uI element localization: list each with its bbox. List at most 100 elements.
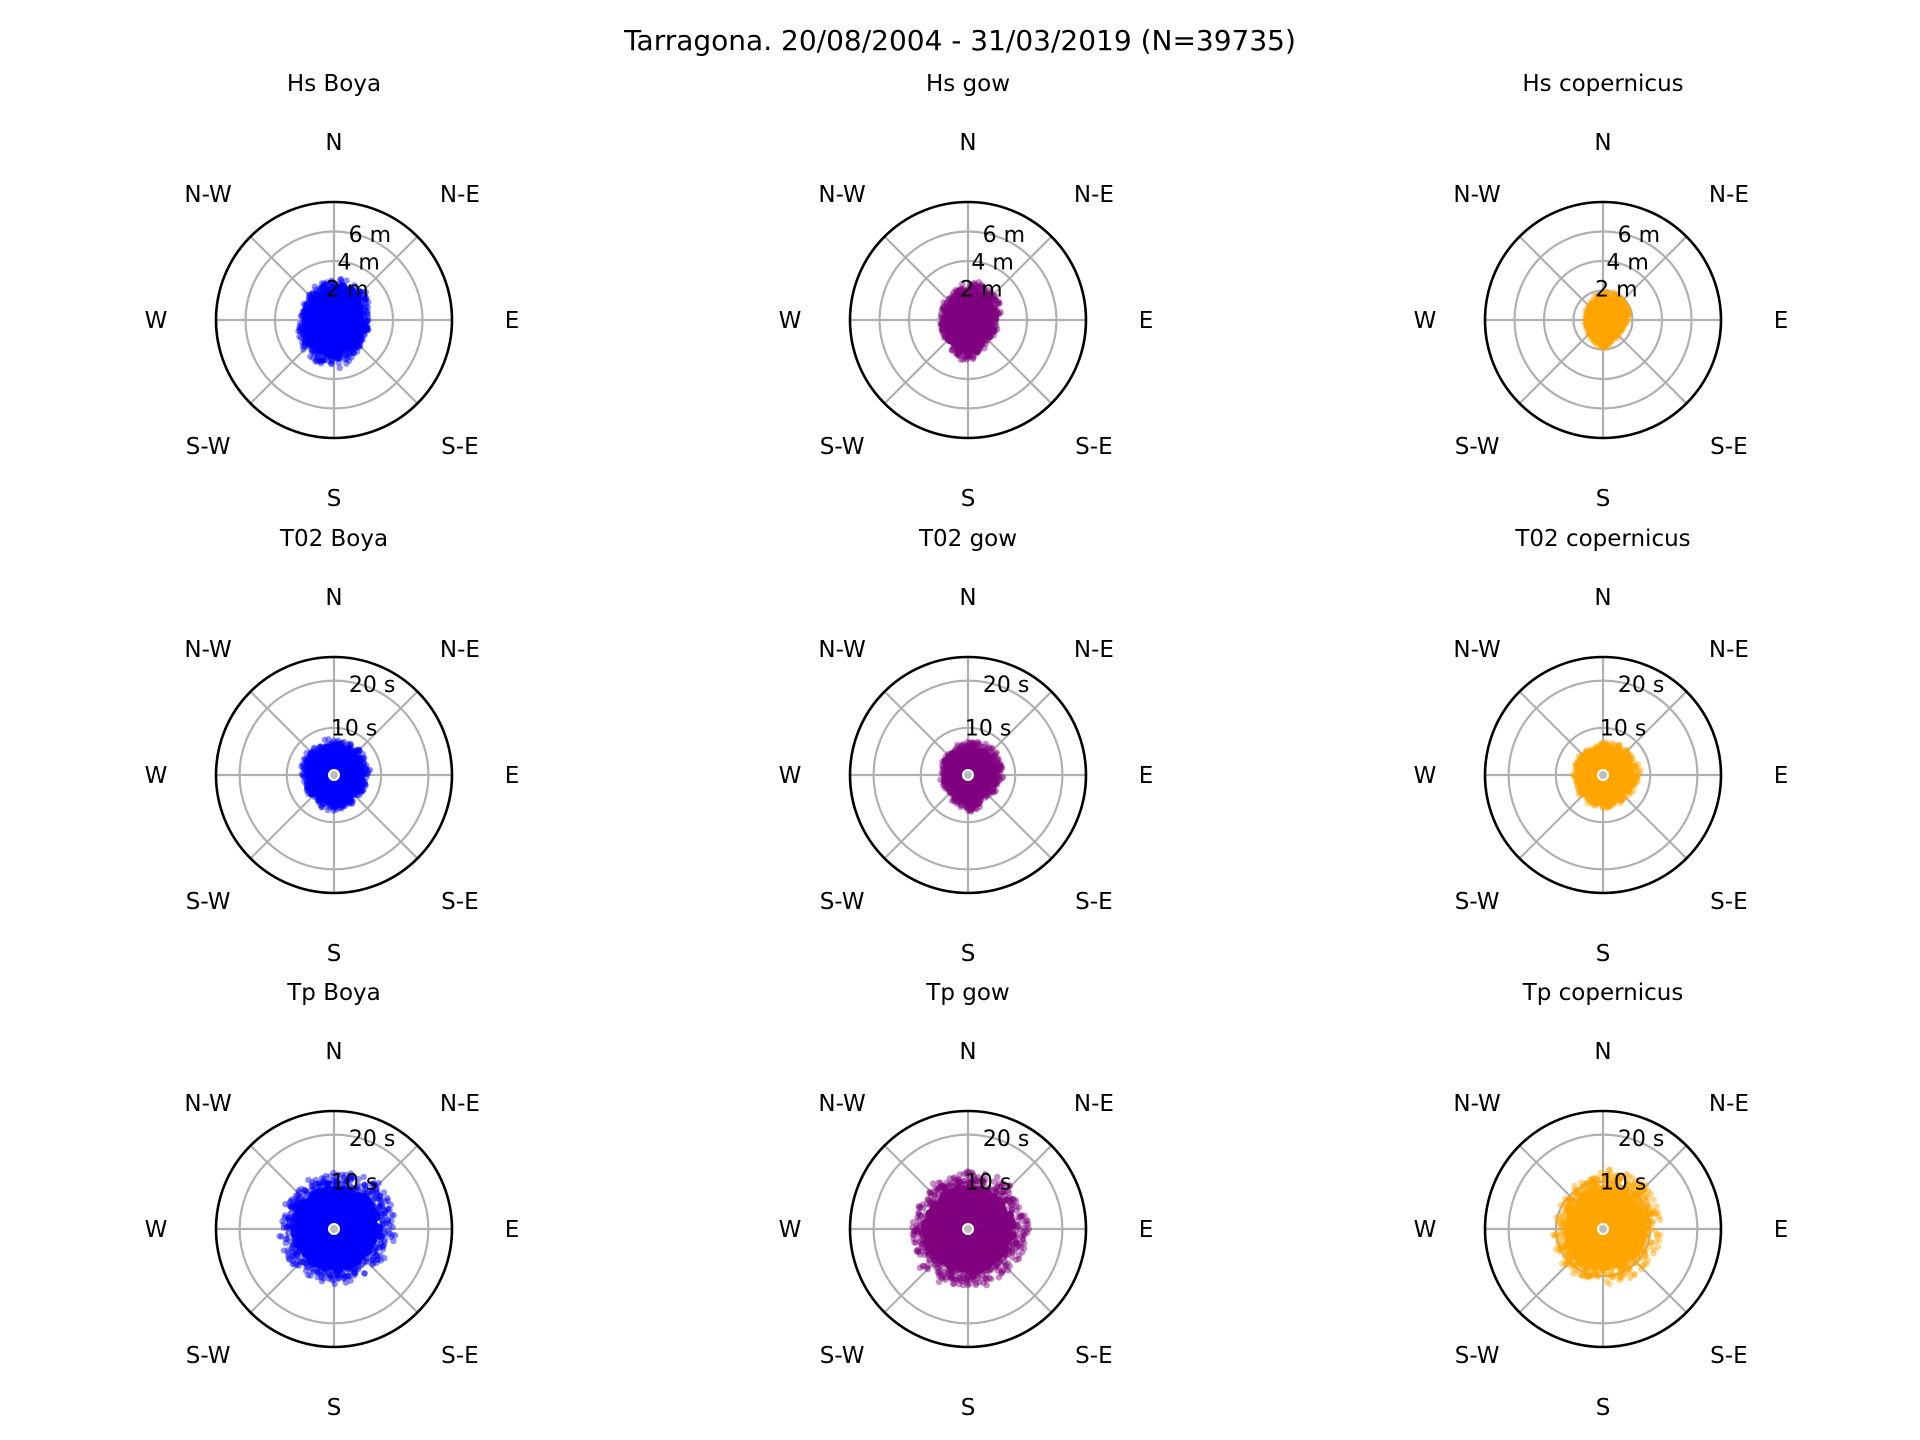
radial-tick-label: 2 m — [1595, 278, 1637, 303]
direction-label: S-W — [820, 434, 865, 460]
scatter-point — [362, 300, 369, 307]
scatter-point — [1603, 328, 1614, 338]
scatter-point — [363, 324, 370, 331]
scatter-point — [354, 289, 361, 297]
scatter-point — [975, 305, 986, 316]
direction-label: N-E — [440, 182, 480, 208]
scatter-point — [311, 283, 318, 290]
direction-label: S — [327, 486, 342, 512]
direction-label: S — [1596, 486, 1611, 512]
scatter-point — [328, 280, 336, 287]
scatter-point — [947, 306, 958, 317]
scatter-point — [328, 360, 335, 367]
scatter-point — [338, 278, 345, 285]
radial-tick-label: 2 m — [326, 278, 368, 303]
scatter-point — [355, 287, 362, 294]
subplot-title: Hs copernicus — [1522, 71, 1683, 97]
scatter-point — [326, 281, 333, 288]
scatter-point — [364, 326, 371, 333]
scatter-point — [363, 318, 371, 325]
scatter-point — [312, 286, 320, 294]
scatter-point — [308, 329, 319, 340]
scatter-point — [309, 354, 317, 361]
direction-label: S-W — [1455, 434, 1500, 460]
scatter-point — [328, 277, 335, 284]
subplot-title: Hs gow — [926, 71, 1010, 97]
scatter-point — [346, 350, 353, 357]
radial-tick-label: 6 m — [349, 223, 391, 248]
direction-label: N-W — [818, 182, 865, 208]
direction-label: N-E — [1074, 182, 1114, 208]
direction-label: E — [1139, 308, 1154, 334]
scatter-point — [301, 333, 308, 340]
scatter-point — [342, 352, 349, 359]
scatter-point — [364, 311, 371, 318]
direction-label: S-W — [186, 434, 231, 460]
direction-label: N-E — [1709, 182, 1749, 208]
scatter-point — [961, 354, 969, 361]
scatter-point — [302, 302, 309, 309]
scatter-point — [343, 360, 350, 367]
direction-label: S-E — [441, 434, 478, 460]
direction-label: N — [1594, 130, 1611, 156]
scatter-point — [297, 328, 304, 335]
scatter-point — [1613, 308, 1624, 319]
scatter-point — [306, 320, 317, 331]
direction-label: E — [505, 308, 520, 334]
direction-label: W — [145, 308, 168, 334]
radial-tick-label: 4 m — [1606, 250, 1648, 275]
subplot-hs-copernicus: Hs copernicus 2 m 4 m6 m N N-E E S-E S S-W W N-W — [1414, 71, 1789, 512]
direction-label: N-W — [184, 182, 231, 208]
scatter-point — [365, 317, 372, 324]
scatter-point — [314, 354, 321, 361]
scatter-point — [296, 320, 304, 327]
direction-label: S — [961, 486, 976, 512]
direction-label: E — [1774, 308, 1789, 334]
scatter-point — [322, 308, 333, 319]
direction-label: W — [779, 308, 802, 334]
scatter-point — [350, 349, 357, 357]
scatter-point — [355, 343, 362, 350]
scatter-point — [361, 331, 368, 339]
scatter-point — [966, 316, 977, 326]
direction-label: N — [959, 130, 976, 156]
scatter-point — [963, 306, 974, 316]
scatter-point — [1586, 315, 1597, 326]
scatter-point — [357, 337, 364, 345]
scatter-points — [295, 275, 372, 372]
subplot-hs-boya: Hs Boya 2 m 4 m6 m N N-E E S-E S S-W W N-W — [145, 71, 520, 512]
scatter-point — [949, 328, 960, 339]
scatter-point — [349, 307, 360, 318]
scatter-point — [316, 284, 324, 292]
scatter-point — [310, 348, 317, 355]
scatter-point — [299, 338, 306, 346]
radial-tick-label: 6 m — [1618, 223, 1660, 248]
scatter-point — [361, 324, 368, 331]
radial-tick-label: 4 m — [971, 250, 1013, 275]
subplot-title: Hs Boya — [287, 71, 381, 97]
scatter-point — [336, 364, 343, 372]
scatter-point — [309, 289, 316, 297]
scatter-point — [975, 323, 986, 334]
subplot-title: T02 Boya — [279, 526, 388, 552]
radial-tick-label: 6 m — [983, 223, 1025, 248]
scatter-point — [361, 326, 368, 333]
scatter-point — [301, 337, 308, 344]
scatter-point — [300, 308, 307, 315]
scatter-point — [363, 325, 371, 332]
scatter-point — [309, 290, 316, 298]
scatter-point — [350, 349, 357, 356]
direction-label: S-E — [1075, 434, 1112, 460]
scatter-point — [361, 328, 368, 335]
scatter-point — [299, 330, 307, 337]
radial-tick-label: 2 m — [960, 278, 1002, 303]
radial-tick-label: 4 m — [337, 250, 379, 275]
direction-label: N-W — [1453, 182, 1500, 208]
scatter-point — [296, 333, 303, 340]
direction-label: S-E — [1710, 434, 1747, 460]
scatter-point — [1608, 316, 1618, 327]
direction-label: W — [1414, 308, 1437, 334]
direction-label: N — [325, 130, 342, 156]
